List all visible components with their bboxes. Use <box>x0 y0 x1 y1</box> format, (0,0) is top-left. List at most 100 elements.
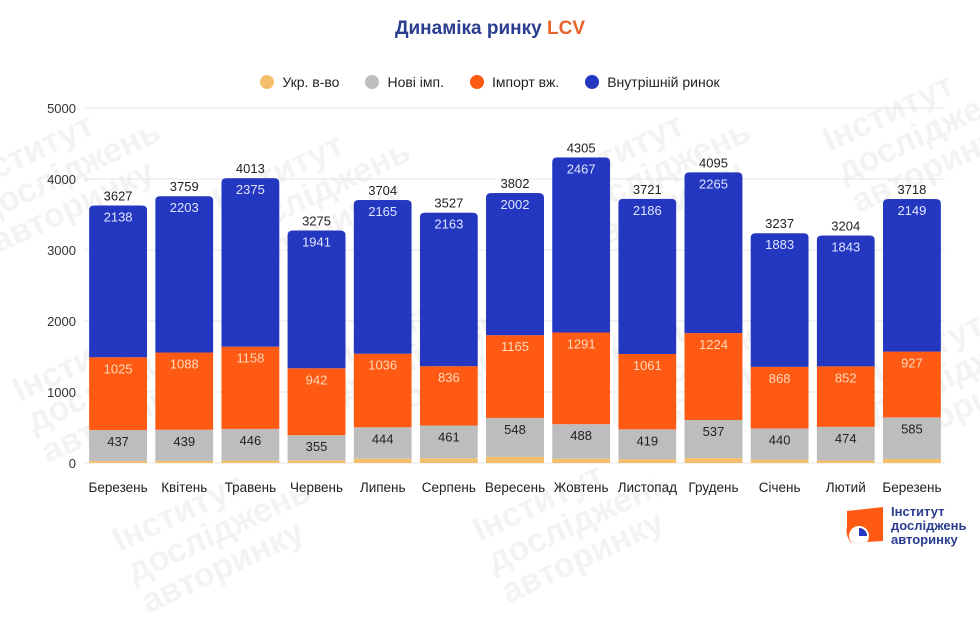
data-label: 2186 <box>633 203 662 218</box>
total-label: 4095 <box>699 155 728 170</box>
total-label: 3627 <box>104 188 133 203</box>
data-label: 868 <box>769 371 791 386</box>
bar-segment <box>486 335 544 418</box>
bar-segment <box>287 230 346 369</box>
legend-item: Нові імп. <box>365 74 444 90</box>
bar-segment <box>221 428 280 461</box>
y-tick-label: 3000 <box>47 243 76 258</box>
data-label: 1036 <box>368 358 397 373</box>
bar-segment <box>89 461 148 463</box>
data-label: 927 <box>901 356 923 371</box>
bar-segment <box>684 458 743 463</box>
data-label: 942 <box>306 372 328 387</box>
logo-icon <box>846 507 883 546</box>
bar-segment <box>353 353 412 428</box>
bar-segment <box>287 368 346 436</box>
bar-segment <box>552 458 611 463</box>
data-label: 1941 <box>302 234 331 249</box>
y-tick-label: 0 <box>69 456 76 471</box>
x-tick-label: Серпень <box>422 480 476 495</box>
data-label: 437 <box>107 434 129 449</box>
chart-title: Динаміка ринку LCV <box>0 18 980 40</box>
institute-logo: Інститут досліджень авторинку <box>845 505 967 547</box>
x-tick-label: Травень <box>225 480 277 495</box>
bar-segment <box>552 332 611 425</box>
bar-segment <box>816 366 875 427</box>
x-tick-label: Березень <box>882 480 941 495</box>
total-label: 3704 <box>368 183 397 198</box>
x-tick-label: Липень <box>360 480 406 495</box>
legend-label: Нові імп. <box>387 74 445 90</box>
bar-segment <box>750 233 809 367</box>
bar-segment <box>882 351 941 418</box>
data-label: 2467 <box>567 161 596 176</box>
total-label: 3204 <box>831 219 860 234</box>
logo-line: досліджень <box>891 518 967 533</box>
bar-segment <box>419 366 478 426</box>
bar-segment <box>552 157 611 333</box>
data-label: 1061 <box>633 358 662 373</box>
chart-legend: Укр. в-во Нові імп. Імпорт вж. Внутрішній р… <box>0 74 980 90</box>
bar-segment <box>486 456 544 463</box>
bar-segment <box>155 196 214 353</box>
bar-segment <box>750 459 809 463</box>
data-label: 419 <box>636 433 658 448</box>
legend-item: Імпорт вж. <box>470 74 559 90</box>
logo-text: Інститут досліджень авторинку <box>891 505 967 547</box>
bar-segment <box>882 417 941 459</box>
data-label: 537 <box>703 424 725 439</box>
data-label: 2163 <box>434 217 463 232</box>
x-tick-label: Березень <box>89 480 148 495</box>
data-label: 2138 <box>104 209 133 224</box>
bar-segment <box>486 193 544 336</box>
x-tick-label: Вересень <box>485 480 545 495</box>
data-label: 488 <box>570 428 592 443</box>
data-label: 585 <box>901 421 923 436</box>
legend-item: Внутрішній ринок <box>585 74 720 90</box>
bar-segment <box>155 352 214 430</box>
data-label: 2265 <box>699 176 728 191</box>
legend-swatch <box>260 75 275 89</box>
data-label: 2002 <box>501 197 530 212</box>
data-label: 440 <box>769 432 791 447</box>
data-label: 836 <box>438 370 460 385</box>
data-label: 446 <box>240 433 262 448</box>
total-label: 4013 <box>236 161 265 176</box>
x-tick-label: Грудень <box>688 480 738 495</box>
data-label: 1025 <box>104 361 133 376</box>
bar-segment <box>882 199 941 352</box>
bar-segment <box>221 178 280 347</box>
bar-segment <box>353 200 412 354</box>
total-label: 3721 <box>633 182 662 197</box>
bar-segment <box>89 357 148 431</box>
bar-segment <box>419 212 478 367</box>
data-label: 1224 <box>699 337 728 352</box>
bar-segment <box>221 460 280 463</box>
bar-segment <box>618 354 677 430</box>
bar-segment <box>750 366 809 429</box>
total-label: 3759 <box>170 179 199 194</box>
stacked-bar-chart: 0 1000 2000 3000 4000 5000 437 1025 2138 3627 Бере… <box>47 101 945 495</box>
bar-segment <box>618 198 677 355</box>
total-label: 3718 <box>897 182 926 197</box>
total-label: 3275 <box>302 213 331 228</box>
total-label: 3237 <box>765 216 794 231</box>
data-label: 1291 <box>567 337 596 352</box>
data-label: 1843 <box>831 240 860 255</box>
bar-segment <box>486 417 544 457</box>
legend-swatch <box>365 75 380 89</box>
x-tick-label: Червень <box>290 480 343 495</box>
data-label: 461 <box>438 430 460 445</box>
data-label: 355 <box>306 439 328 454</box>
data-label: 439 <box>173 434 195 449</box>
x-tick-label: Квітень <box>161 480 207 495</box>
legend-swatch <box>470 75 485 89</box>
legend-label: Імпорт вж. <box>492 74 560 90</box>
data-label: 1158 <box>236 351 264 366</box>
data-label: 444 <box>372 431 394 446</box>
bar-segment <box>684 333 743 420</box>
bar-segment <box>684 172 743 334</box>
total-label: 3527 <box>434 196 463 211</box>
bar-segment <box>155 429 214 461</box>
bar-segment <box>684 419 743 459</box>
